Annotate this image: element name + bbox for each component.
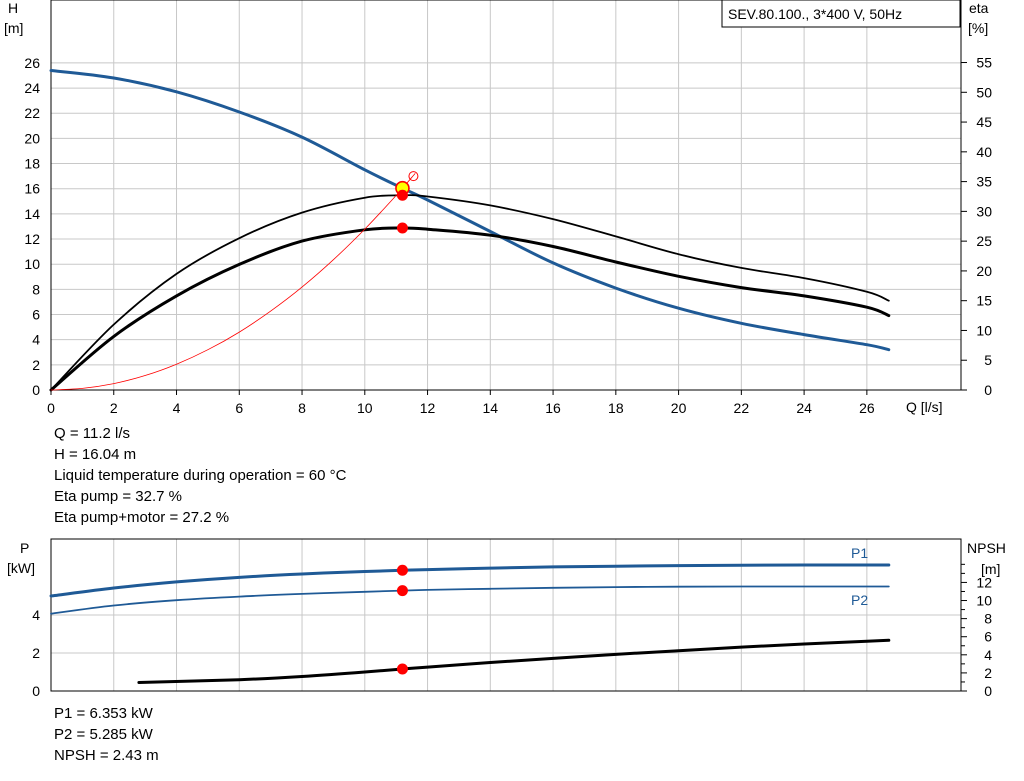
top-plot-frame bbox=[50, 0, 962, 391]
x-tick-label: 26 bbox=[859, 400, 875, 416]
y-tick-label: 2 bbox=[32, 645, 40, 661]
bottom-plot-frame bbox=[50, 538, 962, 692]
y2-tick-label: 10 bbox=[976, 322, 992, 338]
bottom-y-label-2: [kW] bbox=[7, 560, 35, 576]
y2-tick-label: 4 bbox=[984, 647, 992, 663]
top-x-label: Q [l/s] bbox=[906, 399, 943, 415]
y2-tick-label: 40 bbox=[976, 144, 992, 160]
info-p1: P1 = 6.353 kW bbox=[54, 705, 153, 722]
y2-tick-label: 35 bbox=[976, 174, 992, 190]
y2-tick-label: 12 bbox=[976, 574, 992, 590]
y-tick-label: 16 bbox=[24, 181, 40, 197]
y-tick-label: 4 bbox=[32, 607, 40, 623]
x-tick-label: 18 bbox=[608, 400, 624, 416]
y2-tick-label: 45 bbox=[976, 114, 992, 130]
top-y-label-1: H bbox=[8, 0, 18, 16]
info-q: Q = 11.2 l/s bbox=[54, 425, 131, 442]
y-tick-label: 8 bbox=[32, 281, 40, 297]
series-line-eta-pump bbox=[50, 194, 890, 391]
series-line-p2 bbox=[50, 585, 890, 615]
y2-tick-label: 10 bbox=[976, 593, 992, 609]
head-eta-chart: 0246810121416182022242605101520253035404… bbox=[4, 0, 992, 416]
y2-tick-label: 6 bbox=[984, 629, 992, 645]
top-points bbox=[395, 171, 419, 234]
top-series bbox=[49, 69, 891, 392]
top-axis-ticks: 0246810121416182022242605101520253035404… bbox=[24, 55, 992, 416]
y2-tick-label: 2 bbox=[984, 665, 992, 681]
top-grid bbox=[51, 0, 961, 390]
y-tick-label: 26 bbox=[24, 55, 40, 71]
y-tick-label: 0 bbox=[32, 683, 40, 699]
info-p2: P2 = 5.285 kW bbox=[54, 726, 153, 743]
x-tick-label: 22 bbox=[734, 400, 750, 416]
legend-p1: P1 bbox=[851, 545, 868, 561]
y2-tick-label: 30 bbox=[976, 203, 992, 219]
x-tick-label: 10 bbox=[357, 400, 373, 416]
y-tick-label: 10 bbox=[24, 256, 40, 272]
y-tick-label: 12 bbox=[24, 231, 40, 247]
y-tick-label: 0 bbox=[32, 382, 40, 398]
bottom-axis-ticks: 0 2 4 0 2 4 6 8 10 12 bbox=[32, 563, 992, 699]
operating-point-dot bbox=[396, 585, 408, 597]
x-tick-label: 16 bbox=[545, 400, 561, 416]
y-tick-label: 24 bbox=[24, 80, 40, 96]
operating-point-dot bbox=[396, 663, 408, 675]
x-tick-label: 8 bbox=[298, 400, 306, 416]
top-y2-label-2: [%] bbox=[968, 20, 988, 36]
bottom-y-label-1: P bbox=[20, 540, 29, 556]
bottom-y2-label-2: [m] bbox=[981, 561, 1000, 577]
series-line-eta-total bbox=[49, 226, 891, 392]
legend-p2: P2 bbox=[851, 592, 868, 608]
series-line-system-curve bbox=[50, 173, 416, 391]
title-box bbox=[721, 0, 961, 28]
bottom-points bbox=[396, 564, 408, 675]
y-tick-label: 22 bbox=[24, 105, 40, 121]
top-y2-label-1: eta bbox=[969, 0, 989, 16]
info-h: H = 16.04 m bbox=[54, 446, 137, 463]
y-tick-label: 6 bbox=[32, 307, 40, 323]
x-tick-label: 2 bbox=[110, 400, 118, 416]
y2-tick-label: 5 bbox=[984, 352, 992, 368]
series-line-h bbox=[49, 69, 891, 352]
y2-tick-label: 55 bbox=[976, 55, 992, 71]
duty-info-bottom: P1 = 6.353 kW P2 = 5.285 kW NPSH = 2.43 … bbox=[54, 703, 159, 766]
series-line-p1 bbox=[49, 563, 891, 598]
x-tick-label: 4 bbox=[173, 400, 181, 416]
y2-tick-label: 0 bbox=[984, 683, 992, 699]
operating-point-dot bbox=[396, 222, 408, 234]
x-tick-label: 0 bbox=[47, 400, 55, 416]
x-tick-label: 6 bbox=[235, 400, 243, 416]
info-npsh: NPSH = 2.43 m bbox=[54, 747, 159, 764]
y-tick-label: 18 bbox=[24, 156, 40, 172]
duty-info-top: Q = 11.2 l/s H = 16.04 m Liquid temperat… bbox=[54, 423, 346, 528]
x-tick-label: 12 bbox=[420, 400, 436, 416]
y-tick-label: 2 bbox=[32, 357, 40, 373]
x-tick-label: 24 bbox=[796, 400, 812, 416]
x-tick-label: 20 bbox=[671, 400, 687, 416]
y2-tick-label: 25 bbox=[976, 233, 992, 249]
y2-tick-label: 15 bbox=[976, 293, 992, 309]
y2-tick-label: 0 bbox=[984, 382, 992, 398]
series-line-npsh bbox=[137, 638, 891, 684]
power-npsh-chart: 0 2 4 0 2 4 6 8 10 12 P [kW] NPSH [m] P1 P2 bbox=[7, 538, 1006, 699]
top-y-label-2: [m] bbox=[4, 20, 23, 36]
info-eta-total: Eta pump+motor = 27.2 % bbox=[54, 509, 230, 526]
bottom-y2-label-1: NPSH bbox=[967, 540, 1006, 556]
bottom-series bbox=[49, 563, 891, 684]
y-tick-label: 4 bbox=[32, 332, 40, 348]
operating-point-dot bbox=[396, 564, 408, 576]
y2-tick-label: 20 bbox=[976, 263, 992, 279]
y-tick-label: 14 bbox=[24, 206, 40, 222]
info-eta-pump: Eta pump = 32.7 % bbox=[54, 488, 182, 505]
system-curve-end-marker bbox=[408, 171, 419, 182]
info-liquid-temp: Liquid temperature during operation = 60… bbox=[54, 467, 347, 484]
operating-point-dot bbox=[396, 189, 408, 201]
y-tick-label: 20 bbox=[24, 130, 40, 146]
y2-tick-label: 50 bbox=[976, 84, 992, 100]
title-box-text: SEV.80.100., 3*400 V, 50Hz bbox=[728, 6, 902, 22]
y2-tick-label: 8 bbox=[984, 611, 992, 627]
x-tick-label: 14 bbox=[483, 400, 499, 416]
